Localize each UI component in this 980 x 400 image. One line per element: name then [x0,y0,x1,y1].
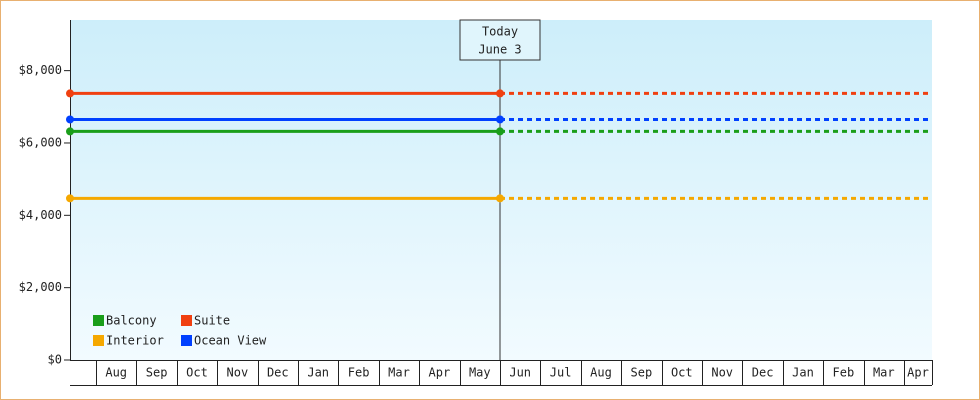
y-tick-label: $4,000 [19,208,62,222]
y-tick-label: $6,000 [19,135,62,149]
x-tick-label: Mar [388,366,410,380]
x-tick-label: May [469,366,491,380]
y-tick-label: $0 [48,353,62,367]
x-tick-label: Oct [186,366,208,380]
x-tick-label: Feb [348,366,370,380]
legend-label: Ocean View [194,334,267,348]
x-tick-label: Sep [146,366,168,380]
x-tick-label: Jul [550,366,572,380]
x-tick-label: Jun [509,366,531,380]
x-tick-label: Jan [307,366,329,380]
x-tick-label: Sep [631,366,653,380]
point [66,127,74,136]
x-tick-label: Aug [105,366,127,380]
x-tick-label: Nov [227,366,249,380]
today-label: Today [482,25,518,39]
point [66,194,74,203]
x-tick-label: Feb [833,366,855,380]
today-box [459,19,541,61]
y-tick-label: $8,000 [19,63,62,77]
point [66,89,74,98]
legend-swatch [93,335,104,346]
legend-label: Interior [106,334,164,348]
point [496,194,504,203]
today-date: June 3 [478,43,521,57]
x-tick-label: Dec [267,366,289,380]
plot-area [70,20,932,360]
legend-swatch [181,335,192,346]
legend-swatch [93,315,104,326]
legend-swatch [181,315,192,326]
point [496,127,504,136]
x-tick-label: Dec [752,366,774,380]
y-tick-label: $2,000 [19,280,62,294]
point [66,115,74,124]
x-tick-label: Aug [590,366,612,380]
x-tick-label: Jan [792,366,814,380]
x-tick-label: Apr [429,366,451,380]
x-tick-label: Apr [907,366,929,380]
legend-label: Suite [194,314,230,328]
point [496,115,504,124]
x-tick-label: Oct [671,366,693,380]
point [496,89,504,98]
x-tick-label: Mar [873,366,895,380]
x-tick-label: Nov [711,366,733,380]
legend-label: Balcony [106,314,157,328]
